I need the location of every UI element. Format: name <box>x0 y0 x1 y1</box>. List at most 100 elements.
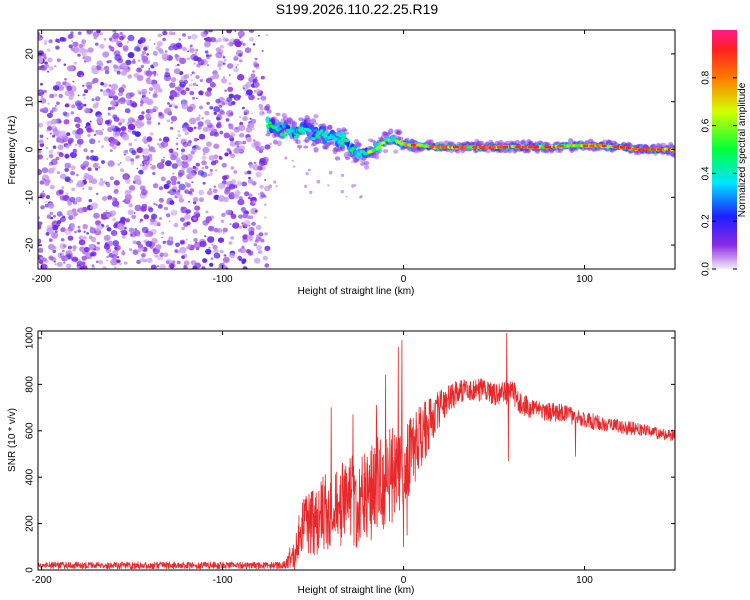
noise-speckle <box>170 121 174 124</box>
noise-speckle <box>110 83 118 91</box>
signal-halo <box>265 103 271 111</box>
noise-speckle <box>48 243 55 251</box>
signal-core <box>325 131 330 135</box>
noise-speckle <box>99 32 103 36</box>
noise-speckle <box>233 147 241 154</box>
noise-speckle <box>98 180 105 187</box>
x-tick-label: 0 <box>401 575 407 586</box>
noise-speckle <box>177 63 180 66</box>
noise-speckle <box>199 240 207 248</box>
noise-speckle <box>152 50 158 56</box>
noise-speckle <box>141 55 149 62</box>
noise-speckle <box>98 260 104 265</box>
signal-halo <box>310 118 316 125</box>
noise-speckle <box>233 55 238 59</box>
noise-speckle <box>184 260 190 266</box>
noise-speckle <box>59 216 66 222</box>
noise-speckle <box>77 225 81 229</box>
signal-core <box>341 136 346 140</box>
noise-speckle <box>116 256 120 259</box>
noise-speckle <box>168 220 171 223</box>
noise-speckle <box>86 30 93 35</box>
noise-speckle <box>137 248 142 253</box>
noise-speckle <box>42 257 47 262</box>
noise-speckle <box>151 83 156 87</box>
noise-speckle <box>136 167 139 170</box>
noise-speckle <box>112 95 119 101</box>
noise-speckle <box>126 41 130 44</box>
noise-speckle <box>59 195 66 201</box>
noise-speckle <box>42 190 45 192</box>
noise-speckle <box>134 204 142 212</box>
noise-speckle <box>217 182 226 190</box>
spectrogram-y-label: Frequency (Hz) <box>7 116 18 185</box>
noise-speckle <box>164 107 172 115</box>
noise-speckle <box>237 198 245 206</box>
noise-speckle <box>229 112 234 116</box>
noise-speckle <box>43 42 47 45</box>
signal-peak <box>472 145 478 149</box>
noise-speckle <box>119 168 125 173</box>
noise-speckle <box>95 192 99 196</box>
noise-speckle <box>75 196 82 203</box>
noise-speckle <box>221 104 224 106</box>
noise-speckle <box>171 103 176 107</box>
noise-speckle <box>96 30 101 34</box>
noise-speckle <box>235 66 238 68</box>
noise-speckle <box>64 77 67 81</box>
noise-speckle <box>95 260 99 264</box>
noise-speckle <box>233 94 241 101</box>
noise-speckle <box>222 256 230 263</box>
noise-speckle <box>228 102 233 107</box>
noise-speckle <box>176 260 181 265</box>
noise-speckle <box>64 162 72 169</box>
noise-speckle <box>210 37 217 43</box>
noise-speckle <box>46 224 54 231</box>
noise-speckle <box>253 243 257 247</box>
noise-speckle <box>186 209 191 214</box>
noise-speckle <box>77 229 81 233</box>
noise-speckle <box>38 224 42 230</box>
noise-speckle <box>45 195 51 199</box>
noise-speckle <box>86 155 89 158</box>
noise-speckle <box>217 60 224 67</box>
noise-speckle <box>81 39 87 44</box>
noise-speckle <box>175 250 178 253</box>
noise-speckle <box>47 57 53 63</box>
noise-speckle <box>244 47 252 54</box>
noise-speckle <box>184 189 190 194</box>
noise-speckle <box>114 54 122 61</box>
noise-speckle <box>180 206 184 210</box>
noise-speckle <box>275 185 278 188</box>
noise-speckle <box>46 158 49 160</box>
noise-speckle <box>84 178 87 181</box>
noise-speckle <box>236 64 239 66</box>
noise-speckle <box>157 88 163 93</box>
noise-speckle <box>236 180 242 186</box>
noise-speckle <box>215 169 218 172</box>
noise-speckle <box>243 109 250 115</box>
noise-speckle <box>191 147 197 153</box>
noise-speckle <box>258 103 264 109</box>
noise-speckle <box>254 209 258 213</box>
noise-speckle <box>175 242 180 248</box>
noise-speckle <box>39 134 44 139</box>
colorbar-tick-label: 0.0 <box>701 262 712 276</box>
colorbar-tick-label: 0.2 <box>701 214 712 228</box>
noise-speckle <box>242 116 248 122</box>
noise-speckle <box>242 43 246 46</box>
noise-speckle <box>113 202 117 206</box>
noise-speckle <box>183 264 188 269</box>
noise-speckle <box>127 67 130 70</box>
noise-speckle <box>111 254 118 260</box>
noise-speckle <box>75 123 81 129</box>
noise-speckle <box>67 34 73 39</box>
noise-speckle <box>77 53 81 57</box>
noise-speckle <box>251 221 256 226</box>
noise-speckle <box>131 102 138 108</box>
noise-speckle <box>196 247 200 250</box>
noise-speckle <box>180 89 187 96</box>
noise-speckle <box>131 150 137 156</box>
x-tick-label: 100 <box>576 575 593 586</box>
